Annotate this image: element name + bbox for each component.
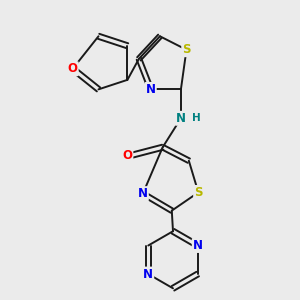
Text: O: O [68,62,78,75]
Text: N: N [146,83,156,96]
Text: S: S [194,186,202,199]
Text: N: N [193,239,203,252]
Text: N: N [143,268,153,281]
Text: N: N [138,187,148,200]
Text: S: S [182,43,191,56]
Text: N: N [176,112,186,125]
Text: H: H [192,113,200,123]
Text: O: O [122,149,132,162]
